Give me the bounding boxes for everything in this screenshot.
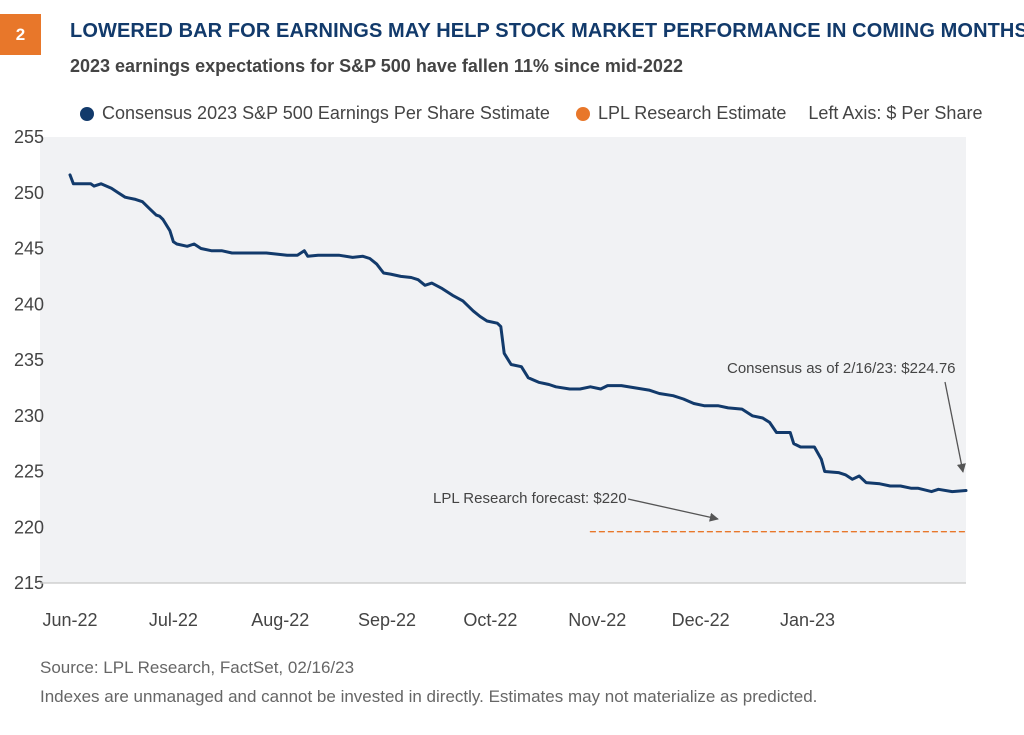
y-axis: 255 250 245 240 235 230 225 220 215 bbox=[14, 127, 44, 593]
y-tick-label: 225 bbox=[14, 462, 44, 482]
source-note: Source: LPL Research, FactSet, 02/16/23 bbox=[40, 658, 355, 677]
x-axis: Jun-22 Jul-22 Aug-22 Sep-22 Oct-22 Nov-22 Dec-… bbox=[42, 610, 835, 630]
y-tick-label: 250 bbox=[14, 183, 44, 203]
series-line-consensus bbox=[68, 173, 968, 494]
annotation-lpl: LPL Research forecast: $220 bbox=[433, 490, 627, 507]
x-tick-label: Dec-22 bbox=[672, 610, 730, 630]
x-tick-label: Jun-22 bbox=[42, 610, 97, 630]
annotation-lpl-arrow bbox=[627, 498, 719, 522]
chart-subtitle: 2023 earnings expectations for S&P 500 h… bbox=[70, 56, 683, 76]
y-tick-label: 240 bbox=[14, 294, 44, 314]
plot-area bbox=[40, 137, 966, 583]
legend-label-consensus: Consensus 2023 S&P 500 Earnings Per Shar… bbox=[102, 103, 550, 123]
y-tick-label: 215 bbox=[14, 573, 44, 593]
x-tick-label: Jan-23 bbox=[780, 610, 835, 630]
y-tick-label: 255 bbox=[14, 127, 44, 147]
legend-dot-consensus-icon bbox=[80, 106, 94, 121]
legend-item-lpl: LPL Research Estimate bbox=[575, 103, 787, 124]
disclaimer-note: Indexes are unmanaged and cannot be inve… bbox=[40, 687, 818, 706]
legend-item-consensus: Consensus 2023 S&P 500 Earnings Per Shar… bbox=[80, 103, 550, 124]
legend-dot-lpl-icon bbox=[575, 106, 590, 121]
x-tick-label: Oct-22 bbox=[463, 610, 517, 630]
legend-label-lpl: LPL Research Estimate bbox=[597, 103, 787, 123]
x-tick-label: Sep-22 bbox=[358, 610, 416, 630]
y-tick-label: 220 bbox=[14, 517, 44, 537]
legend-axis-note: Left Axis: $ Per Share bbox=[808, 103, 983, 123]
figure-number-badge: 2 bbox=[0, 14, 41, 55]
y-tick-label: 235 bbox=[14, 350, 44, 370]
annotation-consensus-arrow bbox=[944, 381, 966, 473]
legend: Consensus 2023 S&P 500 Earnings Per Shar… bbox=[80, 103, 982, 124]
x-tick-label: Jul-22 bbox=[149, 610, 198, 630]
y-tick-label: 230 bbox=[14, 406, 44, 426]
chart-title: LOWERED BAR FOR EARNINGS MAY HELP STOCK … bbox=[70, 20, 1024, 42]
x-tick-label: Aug-22 bbox=[251, 610, 309, 630]
annotation-consensus: Consensus as of 2/16/23: $224.76 bbox=[727, 360, 956, 377]
y-tick-label: 245 bbox=[14, 239, 44, 259]
x-tick-label: Nov-22 bbox=[568, 610, 626, 630]
line-chart: 255 250 245 240 235 230 225 220 215 Jun-22 Jul-22… bbox=[14, 127, 968, 630]
series-layer bbox=[68, 173, 968, 533]
